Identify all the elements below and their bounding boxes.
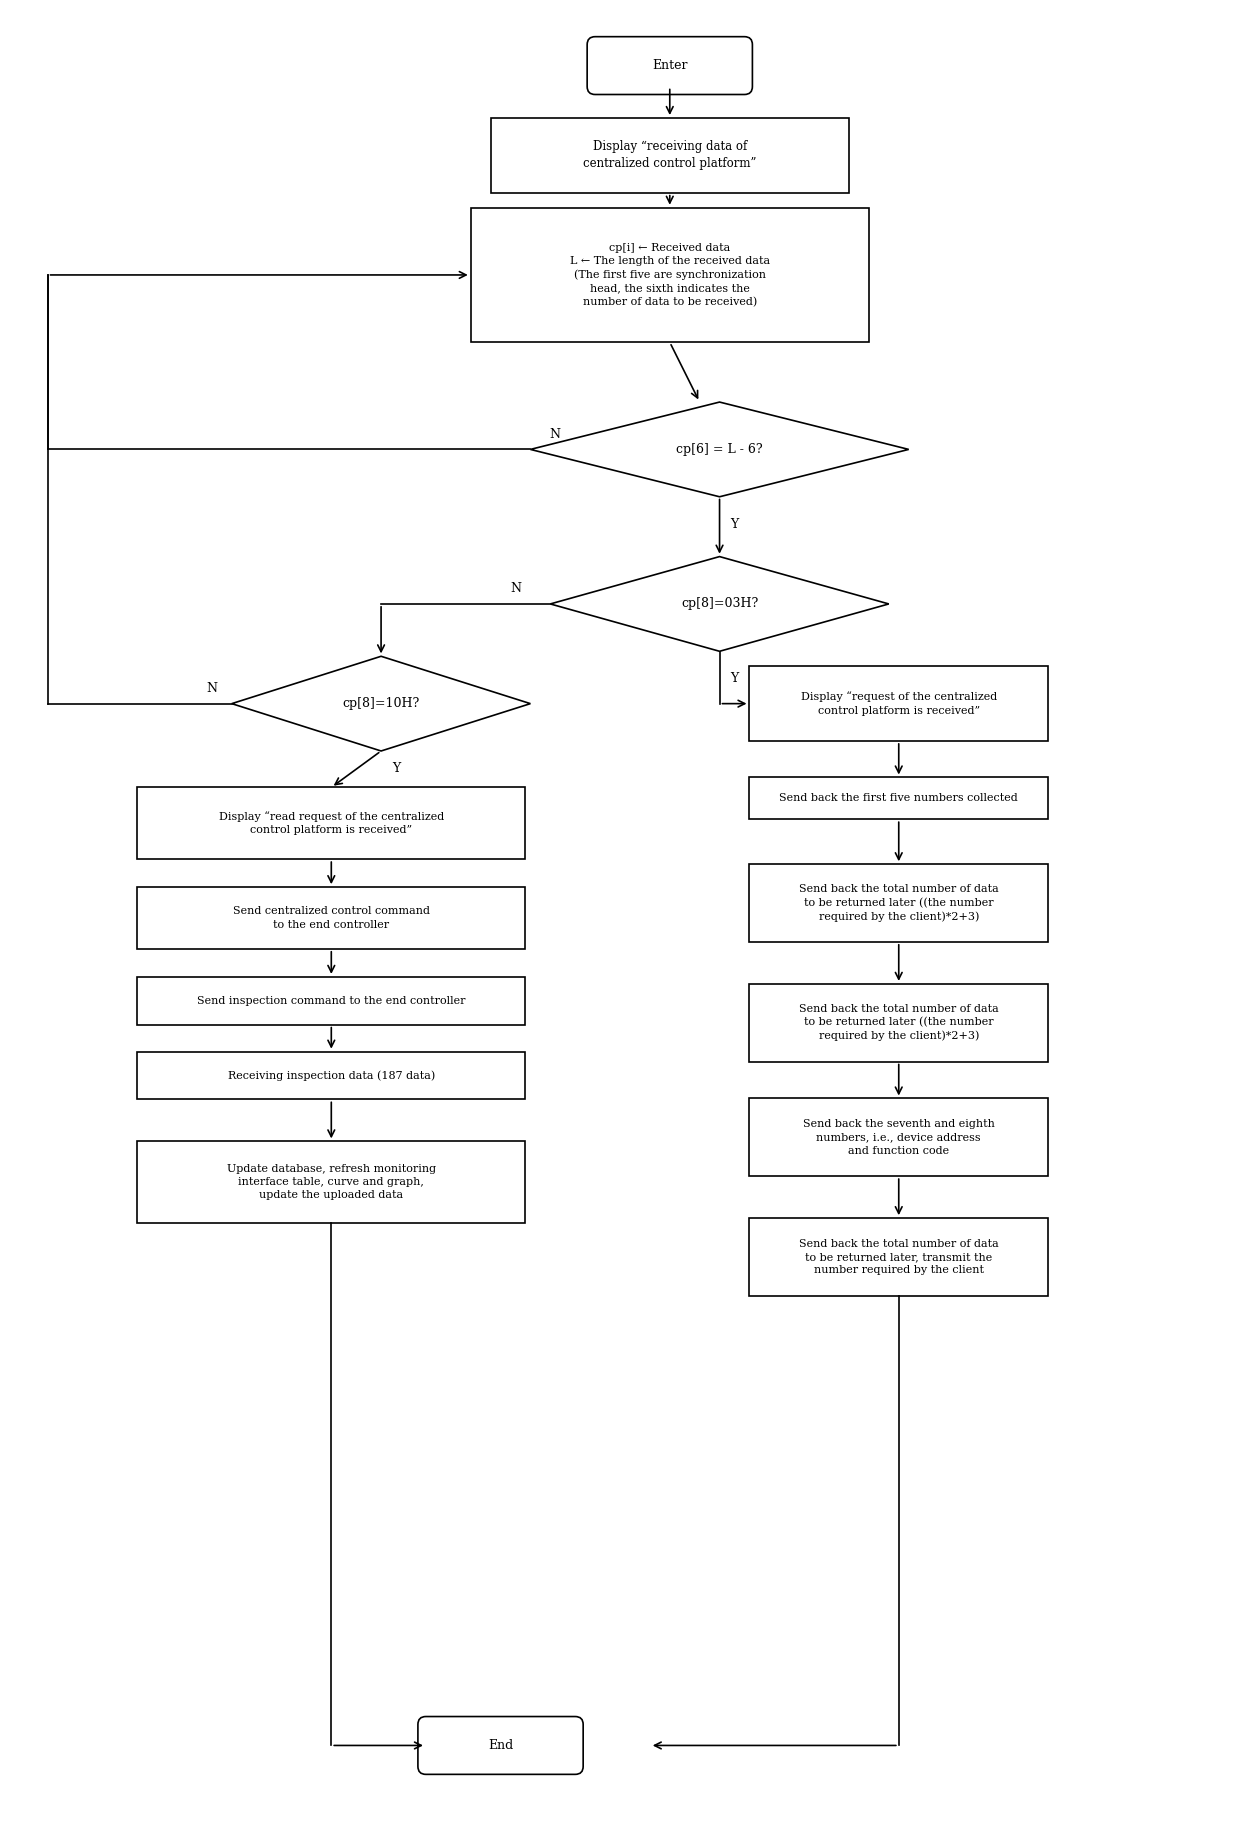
Polygon shape <box>551 556 889 651</box>
Bar <box>138 888 526 950</box>
Bar <box>749 984 1048 1061</box>
Text: Y: Y <box>730 673 739 685</box>
Bar <box>749 1218 1048 1296</box>
Polygon shape <box>232 656 531 751</box>
Bar <box>471 208 869 343</box>
Text: N: N <box>510 583 521 596</box>
Bar <box>138 1141 526 1223</box>
Text: Send back the first five numbers collected: Send back the first five numbers collect… <box>780 793 1018 804</box>
Text: Send back the total number of data
to be returned later ((the number
required by: Send back the total number of data to be… <box>799 884 998 922</box>
Text: Update database, refresh monitoring
interface table, curve and graph,
update the: Update database, refresh monitoring inte… <box>227 1163 436 1200</box>
Polygon shape <box>531 403 909 498</box>
Bar <box>491 118 849 193</box>
Text: Send back the total number of data
to be returned later, transmit the
number req: Send back the total number of data to be… <box>799 1240 998 1274</box>
Bar <box>138 788 526 859</box>
Text: cp[i] ← Received data
L ← The length of the received data
(The first five are sy: cp[i] ← Received data L ← The length of … <box>569 242 770 306</box>
Bar <box>749 864 1048 942</box>
Text: Receiving inspection data (187 data): Receiving inspection data (187 data) <box>228 1070 435 1081</box>
Text: Y: Y <box>392 762 401 775</box>
Bar <box>749 1099 1048 1176</box>
Text: Enter: Enter <box>652 58 687 73</box>
Text: Y: Y <box>730 518 739 530</box>
Text: N: N <box>206 682 217 695</box>
Text: cp[8]=10H?: cp[8]=10H? <box>342 696 419 711</box>
Text: End: End <box>487 1739 513 1752</box>
Text: Send back the seventh and eighth
numbers, i.e., device address
and function code: Send back the seventh and eighth numbers… <box>802 1119 994 1156</box>
Bar <box>138 977 526 1025</box>
Text: Display “read request of the centralized
control platform is received”: Display “read request of the centralized… <box>218 811 444 835</box>
FancyBboxPatch shape <box>588 36 753 95</box>
Text: cp[6] = L - 6?: cp[6] = L - 6? <box>676 443 763 456</box>
Text: Display “request of the centralized
control platform is received”: Display “request of the centralized cont… <box>801 691 997 716</box>
Text: Send inspection command to the end controller: Send inspection command to the end contr… <box>197 995 465 1006</box>
Bar <box>138 1052 526 1099</box>
Bar <box>749 665 1048 740</box>
Text: cp[8]=03H?: cp[8]=03H? <box>681 598 758 611</box>
Text: Send back the total number of data
to be returned later ((the number
required by: Send back the total number of data to be… <box>799 1004 998 1041</box>
Bar <box>749 777 1048 819</box>
Text: N: N <box>549 428 560 441</box>
FancyBboxPatch shape <box>418 1717 583 1774</box>
Text: Display “receiving data of
centralized control platform”: Display “receiving data of centralized c… <box>583 140 756 170</box>
Text: Send centralized control command
to the end controller: Send centralized control command to the … <box>233 906 430 930</box>
